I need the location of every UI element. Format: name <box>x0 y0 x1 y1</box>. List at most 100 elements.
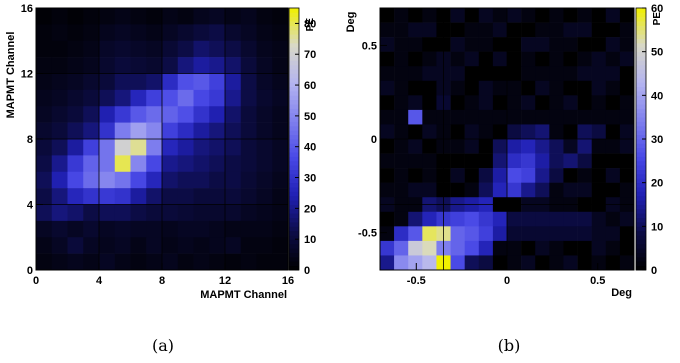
heatmap-cell <box>521 95 536 111</box>
heatmap-cell <box>272 220 289 238</box>
heatmap-cell <box>563 240 578 256</box>
heatmap-cell <box>240 204 257 222</box>
heatmap-cell <box>177 171 194 189</box>
heatmap-cell <box>130 253 147 271</box>
heatmap-cell <box>591 109 607 125</box>
colorbar-segment <box>636 73 646 79</box>
heatmap-cell <box>99 155 116 173</box>
heatmap-cell <box>450 139 465 154</box>
colorbar-segment <box>289 29 299 35</box>
colorbar-segment <box>636 230 646 236</box>
heatmap-cell <box>225 188 242 205</box>
heatmap-cell <box>492 95 508 111</box>
heatmap-cell <box>380 66 395 82</box>
heatmap-cell <box>507 109 522 125</box>
heatmap-cell <box>193 204 210 222</box>
heatmap-cell <box>146 89 163 107</box>
heatmap-cell <box>256 253 273 271</box>
heatmap-cell <box>605 37 621 52</box>
heatmap-cell <box>146 155 163 173</box>
heatmap-cell <box>272 253 289 271</box>
heatmap-cell <box>193 253 210 271</box>
heatmap-cell <box>114 237 131 254</box>
heatmap-cell <box>619 80 635 96</box>
heatmap-cell <box>619 168 635 183</box>
heatmap-cell <box>162 188 179 205</box>
heatmap-cell <box>240 220 257 238</box>
colorbar-segment <box>289 130 299 136</box>
colorbar-tick-label: 20 <box>304 203 316 215</box>
heatmap-cell <box>464 66 480 82</box>
heatmap-cell <box>209 171 226 189</box>
heatmap-cell <box>209 122 226 140</box>
colorbar-segment <box>289 230 299 236</box>
heatmap-cell <box>464 37 480 52</box>
heatmap-cell <box>521 51 536 67</box>
colorbar-segment <box>636 200 646 205</box>
heatmap-cell <box>507 240 522 256</box>
heatmap-cell <box>67 89 84 107</box>
heatmap-cell <box>422 22 437 38</box>
heatmap-cell <box>605 168 621 183</box>
colorbar-segment <box>636 64 646 70</box>
heatmap-cell <box>51 188 68 205</box>
heatmap-cell <box>422 37 437 52</box>
heatmap-cell <box>577 124 592 140</box>
heatmap-cell <box>177 8 194 25</box>
heatmap-cell <box>450 8 465 23</box>
heatmap-cell <box>162 73 179 91</box>
heatmap-cell <box>478 255 494 271</box>
heatmap-cell <box>193 40 210 58</box>
heatmap-cell <box>240 122 257 140</box>
heatmap-cell <box>99 40 116 58</box>
heatmap-cell <box>464 226 480 242</box>
heatmap-cell <box>162 204 179 222</box>
heatmap-cell <box>209 89 226 107</box>
colorbar-segment <box>636 121 646 127</box>
colorbar-tick-label: 0 <box>304 265 310 277</box>
colorbar-segment <box>636 221 646 227</box>
heatmap-cell <box>464 124 480 140</box>
heatmap-cell <box>549 168 564 183</box>
heatmap-cell <box>408 8 423 23</box>
panel-a: 0 4 8 12 16 0 4 8 12 16 MAPMT Channel MAPMT Channel… <box>5 3 316 355</box>
y-tick-label: -0.5 <box>358 228 377 240</box>
colorbar-segment <box>289 156 299 162</box>
heatmap-cell <box>99 253 116 271</box>
heatmap-cell <box>272 122 289 140</box>
heatmap-cell <box>209 24 226 42</box>
heatmap-cell <box>605 66 621 82</box>
heatmap-cell <box>36 139 53 156</box>
heatmap-cell <box>619 95 635 111</box>
heatmap-cell <box>591 240 607 256</box>
heatmap-cell <box>83 204 100 222</box>
colorbar-segment <box>289 60 299 66</box>
heatmap-cell <box>272 237 289 254</box>
heatmap-cell <box>605 240 621 256</box>
subfigure-caption: (b) <box>498 336 521 355</box>
heatmap-cell <box>225 8 242 25</box>
heatmap-cell <box>130 204 147 222</box>
heatmap-cell <box>577 255 592 271</box>
heatmap-cell <box>162 40 179 58</box>
heatmap-cell <box>146 237 163 254</box>
heatmap-cell <box>464 8 480 23</box>
heatmap-cell <box>535 37 550 52</box>
heatmap-cell <box>36 57 53 74</box>
heatmap-cell <box>256 8 273 25</box>
heatmap-cell <box>272 171 289 189</box>
heatmap-cell <box>577 37 592 52</box>
heatmap-cell <box>464 51 480 67</box>
heatmap-cell <box>605 124 621 140</box>
colorbar-segment <box>289 139 299 144</box>
heatmap-cell <box>591 8 607 23</box>
colorbar-segment <box>636 191 646 197</box>
heatmap-cell <box>394 139 409 154</box>
heatmap-cell <box>577 66 592 82</box>
colorbar-segment <box>636 152 646 157</box>
heatmap-cell <box>209 237 226 254</box>
heatmap-cell <box>563 22 578 38</box>
heatmap-cell <box>549 22 564 38</box>
heatmap-cell <box>605 95 621 111</box>
heatmap-cell <box>619 255 635 271</box>
